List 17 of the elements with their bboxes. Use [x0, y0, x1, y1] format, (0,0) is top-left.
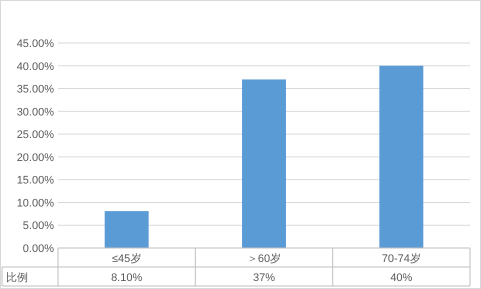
y-tick-label: 10.00%	[16, 197, 54, 210]
y-tick-label: 0.00%	[22, 243, 54, 255]
x-tick-label: ＞60岁	[246, 253, 282, 265]
y-tick-label: 15.00%	[16, 174, 54, 187]
x-tick-label: 70-74岁	[382, 253, 421, 265]
text: 比例	[6, 271, 28, 284]
data-label: 37%	[252, 272, 276, 284]
y-tick-label: 40.00%	[16, 60, 54, 73]
y-tick-label: 45.00%	[16, 38, 54, 50]
x-tick-label: ≤45岁	[112, 253, 142, 265]
y-tick-label: 30.00%	[16, 106, 54, 118]
data-label: 8.10%	[111, 272, 142, 284]
y-tick-label: 20.00%	[16, 152, 54, 164]
y-tick-label: 5.00%	[22, 220, 54, 232]
data-label: 40%	[390, 272, 413, 284]
y-tick-label: 25.00%	[16, 129, 54, 142]
y-tick-label: 35.00%	[16, 84, 54, 96]
